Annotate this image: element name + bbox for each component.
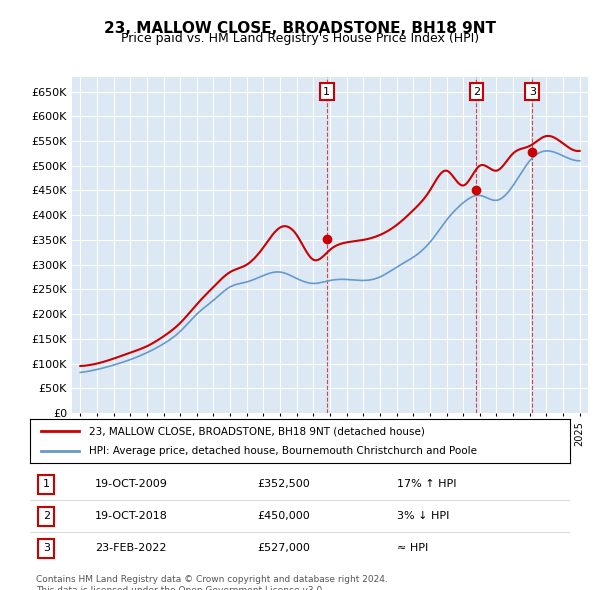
Text: ≈ HPI: ≈ HPI: [397, 543, 428, 553]
Text: 23-FEB-2022: 23-FEB-2022: [95, 543, 166, 553]
Text: 1: 1: [43, 479, 50, 489]
Text: Contains HM Land Registry data © Crown copyright and database right 2024.
This d: Contains HM Land Registry data © Crown c…: [36, 575, 388, 590]
Text: 2: 2: [473, 87, 480, 97]
Text: 23, MALLOW CLOSE, BROADSTONE, BH18 9NT (detached house): 23, MALLOW CLOSE, BROADSTONE, BH18 9NT (…: [89, 427, 425, 436]
Text: 19-OCT-2009: 19-OCT-2009: [95, 479, 167, 489]
Text: HPI: Average price, detached house, Bournemouth Christchurch and Poole: HPI: Average price, detached house, Bour…: [89, 446, 478, 455]
Text: Price paid vs. HM Land Registry's House Price Index (HPI): Price paid vs. HM Land Registry's House …: [121, 32, 479, 45]
Text: £527,000: £527,000: [257, 543, 310, 553]
Text: 2: 2: [43, 512, 50, 521]
Text: £352,500: £352,500: [257, 479, 310, 489]
Text: 1: 1: [323, 87, 330, 97]
Text: 17% ↑ HPI: 17% ↑ HPI: [397, 479, 457, 489]
Text: 3: 3: [529, 87, 536, 97]
Text: £450,000: £450,000: [257, 512, 310, 521]
Text: 23, MALLOW CLOSE, BROADSTONE, BH18 9NT: 23, MALLOW CLOSE, BROADSTONE, BH18 9NT: [104, 21, 496, 35]
Text: 3: 3: [43, 543, 50, 553]
Text: 3% ↓ HPI: 3% ↓ HPI: [397, 512, 449, 521]
Text: 19-OCT-2018: 19-OCT-2018: [95, 512, 167, 521]
